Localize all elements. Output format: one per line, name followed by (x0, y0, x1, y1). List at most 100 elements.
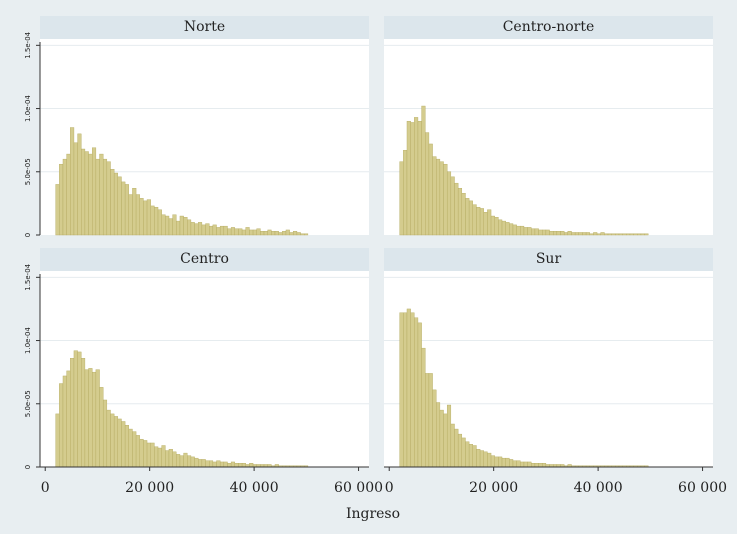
histogram-bar-norte (260, 231, 265, 236)
histogram-bar-norte (285, 229, 290, 236)
histogram-bar-centro (190, 456, 195, 468)
y-tick-label: 5.0e-05 (24, 390, 32, 417)
histogram-bar-norte (73, 142, 78, 236)
histogram-bar-sur (505, 457, 510, 468)
histogram-bar-norte (110, 169, 115, 236)
histogram-bar-norte (179, 215, 184, 236)
histogram-bar-centro-norte (571, 232, 576, 236)
histogram-bar-centro-norte (461, 193, 466, 236)
histogram-bar-centro (176, 454, 181, 468)
histogram-bar-sur (531, 463, 536, 468)
histogram-bar-centro (92, 371, 97, 468)
histogram-bar-sur (487, 452, 492, 468)
histogram-bar-centro (62, 375, 67, 468)
histogram-bar-centro (154, 446, 159, 468)
histogram-bar-norte (238, 228, 243, 236)
x-tick-label: 40 000 (574, 480, 623, 496)
histogram-bar-centro (230, 461, 235, 468)
x-axis-title: Ingreso (346, 506, 400, 522)
histogram-bar-centro-norte (607, 233, 612, 236)
histogram-bar-norte (81, 148, 86, 236)
histogram-bar-norte (150, 205, 155, 236)
histogram-bar-centro-norte (439, 161, 444, 236)
histogram-bar-norte (219, 225, 225, 236)
histogram-bar-norte (154, 206, 159, 236)
histogram-bar-norte (99, 153, 104, 236)
histogram-bar-centro (227, 463, 232, 468)
histogram-bar-centro-norte (600, 232, 605, 236)
histogram-bar-centro-norte (436, 158, 441, 236)
histogram-bar-centro-norte (626, 233, 631, 236)
histogram-bar-centro (198, 459, 203, 468)
histogram-bar-centro (102, 399, 108, 468)
histogram-bar-sur (432, 389, 437, 468)
histogram-bar-centro-norte (618, 233, 623, 236)
panel-title-centro-norte: Centro-norte (503, 19, 595, 35)
histogram-bar-sur (520, 461, 525, 468)
histogram-bar-norte (282, 231, 287, 236)
histogram-bar-norte (106, 161, 111, 236)
histogram-bar-centro-norte (549, 231, 554, 236)
histogram-bar-norte (77, 133, 82, 236)
histogram-bar-centro-norte (479, 208, 484, 236)
histogram-bar-centro (113, 416, 119, 468)
histogram-bar-norte (70, 127, 75, 236)
histogram-bar-centro (241, 463, 246, 468)
histogram-bar-centro-norte (589, 233, 594, 236)
histogram-bar-centro-norte (615, 233, 620, 236)
histogram-bar-norte (143, 200, 148, 236)
panel-strip-sur (384, 248, 713, 271)
y-tick-label: 1.0e-04 (24, 327, 32, 354)
histogram-bar-centro-norte (450, 176, 455, 236)
histogram-bar-centro (146, 442, 151, 468)
histogram-bar-centro (121, 421, 126, 468)
histogram-bar-centro (234, 463, 239, 468)
panel-title-sur: Sur (536, 251, 562, 267)
histogram-bar-sur (461, 437, 466, 468)
histogram-bar-centro (168, 449, 173, 468)
histogram-bar-centro-norte (531, 228, 536, 236)
histogram-bar-norte (165, 215, 170, 236)
histogram-bar-centro-norte (585, 232, 590, 236)
histogram-bar-centro-norte (560, 231, 565, 236)
histogram-bar-centro (132, 431, 137, 468)
histogram-bar-centro (216, 460, 221, 468)
histogram-bar-centro-norte (512, 224, 517, 236)
histogram-bar-norte (249, 229, 254, 236)
x-tick-label: 20 000 (125, 480, 174, 496)
histogram-bar-sur (542, 463, 547, 468)
x-tick-label: 0 (385, 480, 394, 496)
histogram-bar-norte (84, 151, 89, 236)
histogram-bar-centro (143, 440, 148, 468)
histogram-bar-norte (128, 194, 133, 236)
x-tick-label: 60 000 (334, 480, 383, 496)
histogram-bar-centro-norte (421, 105, 426, 236)
histogram-bar-centro (66, 370, 71, 468)
histogram-bar-norte (59, 163, 64, 236)
histogram-bar-sur (468, 444, 473, 468)
histogram-bar-centro-norte (501, 220, 506, 236)
histogram-bar-sur (406, 308, 411, 468)
histogram-bar-centro (88, 368, 93, 468)
histogram-bar-centro-norte (498, 219, 503, 236)
panel-title-centro: Centro (180, 251, 229, 267)
histogram-bar-sur (410, 312, 415, 468)
histogram-bar-centro (99, 387, 104, 468)
histogram-bar-centro (201, 459, 206, 468)
y-tick-label: 5.0e-05 (24, 158, 32, 185)
histogram-bar-sur (494, 456, 499, 468)
panel-strip-centro (40, 248, 369, 271)
histogram-bar-sur (516, 460, 521, 468)
histogram-bar-centro (238, 463, 243, 468)
histogram-bar-sur (414, 317, 419, 468)
histogram-bar-norte (271, 231, 276, 236)
y-tick-label: 0 (24, 233, 32, 237)
histogram-bar-centro-norte (629, 233, 634, 236)
histogram-bar-centro-norte (538, 229, 543, 236)
histogram-bar-norte (183, 217, 188, 236)
histogram-bar-norte (62, 158, 67, 236)
histogram-bar-centro (106, 409, 111, 468)
histogram-bar-centro-norte (494, 217, 499, 236)
histogram-bar-sur (457, 433, 463, 468)
